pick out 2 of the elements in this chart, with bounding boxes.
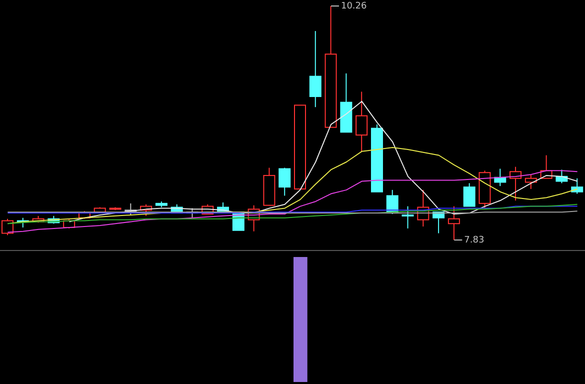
annotation: 7.83 (464, 235, 484, 246)
annotation: 10.26 (340, 1, 368, 12)
